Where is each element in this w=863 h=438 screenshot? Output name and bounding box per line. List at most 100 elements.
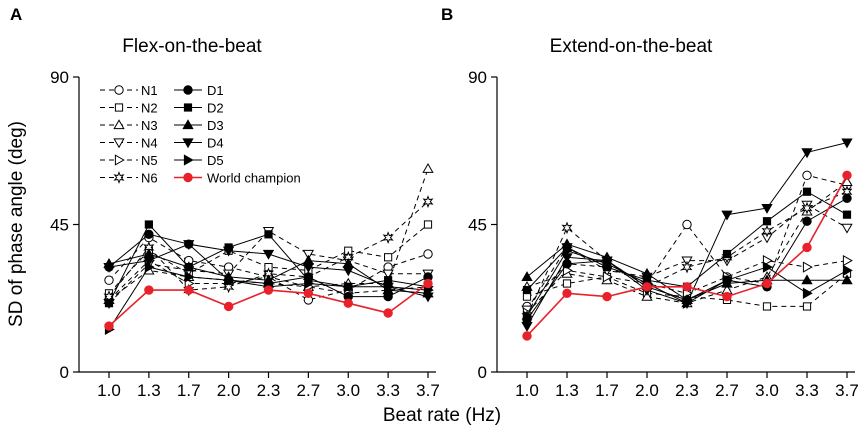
data-point xyxy=(224,274,235,286)
series-line xyxy=(108,201,429,297)
x-tick-label: 2.7 xyxy=(297,381,321,400)
series-line xyxy=(108,230,428,304)
series-line xyxy=(108,236,429,301)
data-point xyxy=(561,221,573,235)
y-tick-label: 45 xyxy=(50,216,69,235)
data-point xyxy=(302,263,315,273)
series-line xyxy=(526,174,848,337)
legend-marker xyxy=(113,119,125,130)
legend-marker xyxy=(113,171,125,184)
x-axis-title: Beat rate (Hz) xyxy=(383,405,501,426)
data-point xyxy=(802,187,812,196)
x-tick-label: 1.3 xyxy=(137,381,161,400)
data-point xyxy=(422,162,434,173)
data-point xyxy=(762,302,772,311)
data-point xyxy=(104,321,114,331)
x-tick-label: 2.7 xyxy=(715,381,739,400)
y-tick-label: 0 xyxy=(60,363,69,382)
legend-marker xyxy=(183,85,193,95)
panel-b-label: B xyxy=(441,5,453,24)
data-point xyxy=(264,230,273,239)
data-point xyxy=(602,258,613,270)
panel-a: A Flex-on-the-beat 0 45 90 1.0 1.3 1.7 2.0 2.3… xyxy=(10,5,440,400)
data-point xyxy=(722,274,733,286)
legend-label: World champion xyxy=(207,171,301,186)
data-point xyxy=(423,220,433,229)
data-point xyxy=(761,224,773,238)
data-point xyxy=(562,288,572,299)
panel-b-title: Extend-on-the-beat xyxy=(550,36,713,57)
data-point xyxy=(721,210,733,221)
data-point xyxy=(841,138,853,149)
data-point xyxy=(383,308,393,318)
series-d2 xyxy=(522,187,852,295)
data-point xyxy=(183,240,195,251)
legend-item-n4: N4 xyxy=(100,136,158,151)
data-point xyxy=(802,287,813,299)
y-tick-label: 0 xyxy=(478,363,487,382)
legend-marker xyxy=(114,154,125,166)
data-point xyxy=(263,285,274,295)
data-point xyxy=(522,285,532,295)
legend-item-n3: N3 xyxy=(100,118,158,133)
legend-marker xyxy=(182,119,194,130)
panel-a-y-ticks: 0 45 90 xyxy=(50,68,79,382)
data-point xyxy=(642,282,652,292)
panel-a-legend: N1 N2 N3 N4 N5 N6 D1 D2 D3 D4 D5 World champion xyxy=(100,83,301,186)
panel-b: B Extend-on-the-beat 0 45 90 1.0 1.3 1.7 2.0 2… xyxy=(441,5,859,400)
data-point xyxy=(762,217,772,226)
x-tick-label: 2.0 xyxy=(217,381,241,400)
data-point xyxy=(562,279,572,288)
legend-label: D1 xyxy=(207,83,224,98)
data-point xyxy=(842,254,853,267)
data-point xyxy=(801,201,813,215)
data-point xyxy=(602,291,612,302)
data-point xyxy=(802,302,812,311)
x-tick-label: 1.7 xyxy=(177,381,201,400)
legend-item-world-champion: World champion xyxy=(174,171,301,186)
legend-item-d2: D2 xyxy=(174,101,224,116)
data-point xyxy=(762,261,773,273)
data-point xyxy=(842,264,853,277)
data-point xyxy=(344,281,355,293)
data-point xyxy=(104,275,114,285)
series-line xyxy=(108,168,429,301)
x-tick-label: 1.0 xyxy=(515,381,539,400)
data-point xyxy=(522,331,532,341)
data-point xyxy=(761,204,773,214)
x-tick-label: 1.3 xyxy=(555,381,579,400)
legend-label: N2 xyxy=(141,101,158,116)
data-point xyxy=(521,322,533,332)
data-point xyxy=(144,285,154,295)
data-point xyxy=(522,310,533,322)
data-point xyxy=(423,278,433,289)
x-tick-label: 2.3 xyxy=(257,381,281,400)
y-tick-label: 90 xyxy=(468,68,487,87)
series-world-champion xyxy=(522,170,852,341)
data-point xyxy=(104,299,114,308)
legend-label: N6 xyxy=(141,171,158,186)
data-point xyxy=(682,219,692,230)
series-line xyxy=(526,191,848,291)
y-tick-label: 90 xyxy=(50,68,69,87)
legend-label: D2 xyxy=(207,101,224,116)
data-point xyxy=(384,253,393,262)
data-point xyxy=(762,278,772,289)
data-point xyxy=(841,223,853,234)
data-point xyxy=(183,261,195,272)
data-point xyxy=(842,193,852,203)
data-point xyxy=(342,266,354,277)
series-line xyxy=(526,191,848,317)
data-point xyxy=(841,274,853,285)
legend-label: D5 xyxy=(207,153,224,168)
legend-item-n5: N5 xyxy=(100,153,158,168)
x-tick-label: 3.3 xyxy=(795,381,819,400)
y-axis-title: SD of phase angle (deg) xyxy=(6,121,27,327)
data-point xyxy=(562,245,573,257)
panel-b-plot-area xyxy=(521,138,853,341)
data-point xyxy=(423,249,433,259)
data-point xyxy=(184,271,195,283)
x-tick-label: 3.0 xyxy=(336,381,360,400)
legend-marker xyxy=(182,138,194,149)
data-point xyxy=(801,148,813,159)
